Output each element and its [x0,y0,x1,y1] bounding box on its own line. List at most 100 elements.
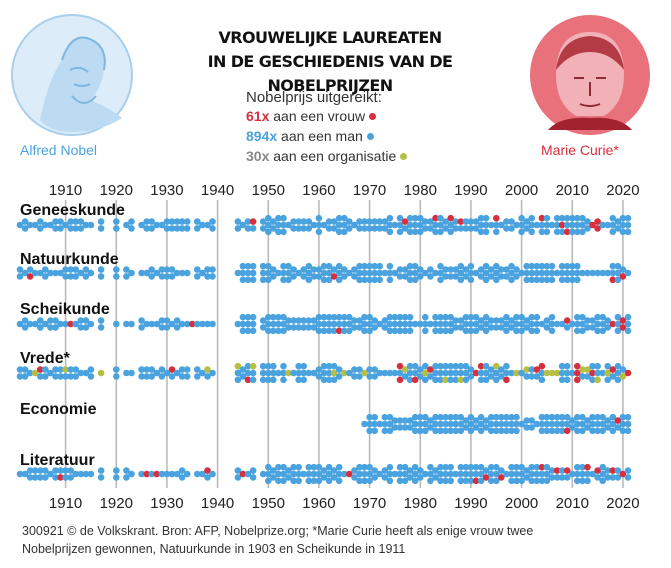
laureate-dot-man [528,417,535,424]
laureate-dot-organisation [204,366,211,373]
laureate-dot-man [270,362,277,370]
laureate-dot-man [422,225,429,232]
laureate-dot-woman [533,366,541,373]
laureate-dot-man [472,225,480,232]
x-tick-label-bottom: 1990 [454,495,487,512]
laureate-dot-man [447,463,455,471]
laureate-dot-man [442,320,449,328]
laureate-dot-man [437,228,444,236]
laureate-dot-organisation [330,369,338,377]
laureate-dot-woman [330,273,338,280]
laureate-dot-man [62,474,69,481]
laureate-dot-man [406,327,414,335]
laureate-dot-woman [335,327,343,335]
laureate-dot-man [452,218,460,225]
laureate-dot-man [42,266,49,273]
laureate-dot-man [341,228,348,236]
laureate-dot-man [391,417,399,424]
laureate-dot-man [543,324,551,331]
laureate-dot-man [87,373,95,380]
laureate-dot-man [569,228,576,236]
laureate-dot-man [128,225,135,232]
laureate-dot-man [315,366,323,373]
laureate-dot-man [411,463,419,471]
laureate-dot-man [97,474,105,481]
marie-curie-label: Marie Curie* [541,142,619,158]
laureate-dot-woman [589,221,596,229]
laureate-dot-man [52,324,59,331]
laureate-dot-man [209,266,216,273]
laureate-dot-man [477,427,485,435]
laureate-dot-man [346,225,353,232]
laureate-dot-man [563,276,571,284]
laureate-dot-man [259,262,267,270]
laureate-dot-man [523,467,530,474]
laureate-dot-man [493,324,500,331]
laureate-dot-man [569,369,576,377]
laureate-dot-man [173,317,181,324]
x-tick-label-bottom: 1960 [302,495,335,512]
laureate-dot-man [548,327,556,335]
laureate-dot-man [584,324,591,331]
laureate-dot-man [234,218,242,225]
laureate-dot-man [543,269,551,277]
laureate-dot-man [432,313,439,321]
laureate-dot-man [346,369,353,377]
laureate-dot-man [330,362,338,370]
x-tick-label-top: 1960 [302,182,335,199]
laureate-dot-man [123,467,130,474]
laureate-dot-man [493,369,500,377]
laureate-dot-woman [447,214,455,222]
laureate-dot-man [457,477,465,485]
laureate-dot-man [280,320,287,328]
laureate-dot-man [493,470,500,478]
laureate-dot-man [543,228,551,236]
laureate-dot-man [462,273,470,280]
laureate-dot-man [234,369,242,377]
laureate-dot-man [543,276,551,284]
laureate-dot-man [624,427,632,435]
laureate-dot-man [366,470,373,478]
laureate-dot-man [209,320,216,328]
laureate-dot-man [457,262,465,270]
laureate-dot-man [609,269,617,277]
laureate-dot-man [386,327,394,335]
laureate-dot-man [553,420,561,428]
laureate-dot-man [574,420,581,428]
laureate-dot-man [472,463,480,471]
laureate-dot-man [558,276,566,284]
laureate-dot-man [82,369,90,377]
laureate-dot-man [330,327,338,335]
laureate-dot-man [158,273,166,280]
laureate-dot-man [290,218,297,225]
laureate-dot-man [52,269,59,277]
laureate-dot-man [234,225,242,232]
laureate-dot-man [148,373,155,380]
laureate-dot-man [427,470,434,478]
laureate-dot-woman [427,366,434,373]
laureate-dot-man [21,470,29,478]
laureate-dot-man [569,221,576,229]
laureate-dot-man [330,474,338,481]
laureate-dot-man [411,427,419,435]
laureate-dot-man [371,317,379,324]
laureate-dot-man [574,269,581,277]
laureate-dot-organisation [341,369,348,377]
laureate-dot-woman [609,276,617,284]
laureate-dot-man [432,474,439,481]
laureate-dot-man [320,376,328,384]
laureate-dot-man [624,467,632,474]
laureate-dot-organisation [493,362,500,370]
laureate-dot-man [477,221,485,229]
laureate-dot-man [77,369,85,377]
laureate-dot-man [523,417,530,424]
laureate-dot-man [624,320,632,328]
laureate-dot-man [16,373,24,380]
laureate-dot-man [148,320,155,328]
laureate-dot-woman [553,467,561,474]
laureate-dot-man [477,228,485,236]
laureate-dot-man [315,273,323,280]
laureate-dot-man [467,276,475,284]
laureate-dot-man [259,376,267,384]
laureate-dot-man [244,320,252,328]
